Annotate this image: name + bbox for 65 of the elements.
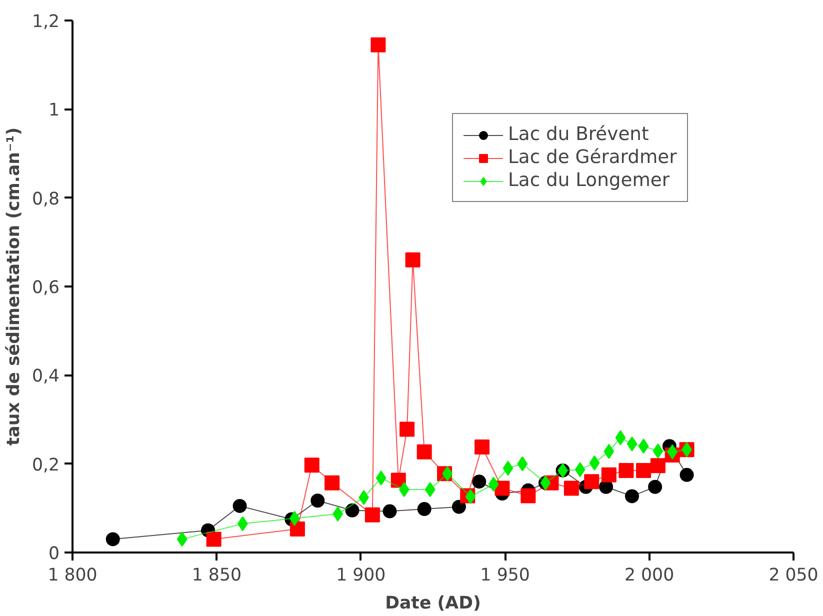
point (474, 439, 490, 454)
legend-label: Lac de Gérardmer (508, 147, 677, 168)
point (488, 476, 499, 492)
y-axis-title: taux de sédimentation (cm.an⁻¹) (4, 127, 24, 446)
point (574, 462, 586, 478)
point (502, 460, 514, 476)
point (667, 444, 678, 460)
y-tick-label: 1 (48, 100, 60, 121)
x-tick-label: 1 800 (48, 566, 98, 586)
point (626, 436, 638, 452)
point (601, 467, 616, 482)
point (652, 443, 664, 458)
point (615, 430, 626, 446)
point (584, 474, 600, 490)
y-tick-label: 0,4 (32, 366, 60, 387)
x-axis-title: Date (AD) (385, 594, 481, 614)
legend-label: Lac du Longemer (508, 170, 670, 191)
point (289, 510, 300, 526)
point (405, 252, 420, 268)
point (106, 532, 120, 546)
point (416, 444, 432, 460)
point (237, 516, 248, 532)
point (472, 474, 486, 489)
y-tick-label: 0,8 (32, 189, 60, 210)
point (176, 532, 188, 547)
point (400, 422, 415, 437)
point (648, 480, 662, 494)
x-tick-label: 1 900 (336, 566, 386, 586)
y-tick-label: 0,2 (32, 455, 60, 476)
point (604, 444, 614, 459)
x-tick-label: 2 050 (768, 566, 818, 586)
point (324, 475, 340, 490)
x-tick-label: 1 850 (192, 566, 242, 586)
point (442, 466, 453, 482)
point (517, 456, 528, 472)
point (589, 455, 600, 470)
point (398, 482, 410, 498)
point (424, 482, 436, 498)
point (376, 470, 386, 486)
point (452, 500, 466, 514)
y-tick-label: 0 (48, 544, 60, 564)
point (680, 468, 694, 482)
point (206, 532, 222, 547)
point (638, 438, 649, 454)
point (345, 503, 360, 518)
point (232, 498, 247, 513)
legend-label: Lac du Brévent (508, 124, 649, 145)
point (382, 504, 397, 518)
y-tick-label: 1,2 (32, 12, 60, 32)
y-tick-label: 0,6 (32, 278, 60, 298)
point (417, 502, 432, 516)
point (310, 494, 325, 508)
point (650, 458, 666, 474)
x-tick-label: 2 000 (624, 566, 674, 586)
point (465, 489, 476, 504)
point (636, 462, 652, 478)
point (304, 458, 320, 473)
point (618, 462, 634, 478)
point (564, 480, 579, 496)
point (290, 522, 305, 537)
point (624, 489, 639, 504)
point (520, 488, 536, 504)
point (370, 37, 386, 52)
x-tick-label: 1 950 (480, 566, 530, 586)
point (364, 507, 380, 522)
